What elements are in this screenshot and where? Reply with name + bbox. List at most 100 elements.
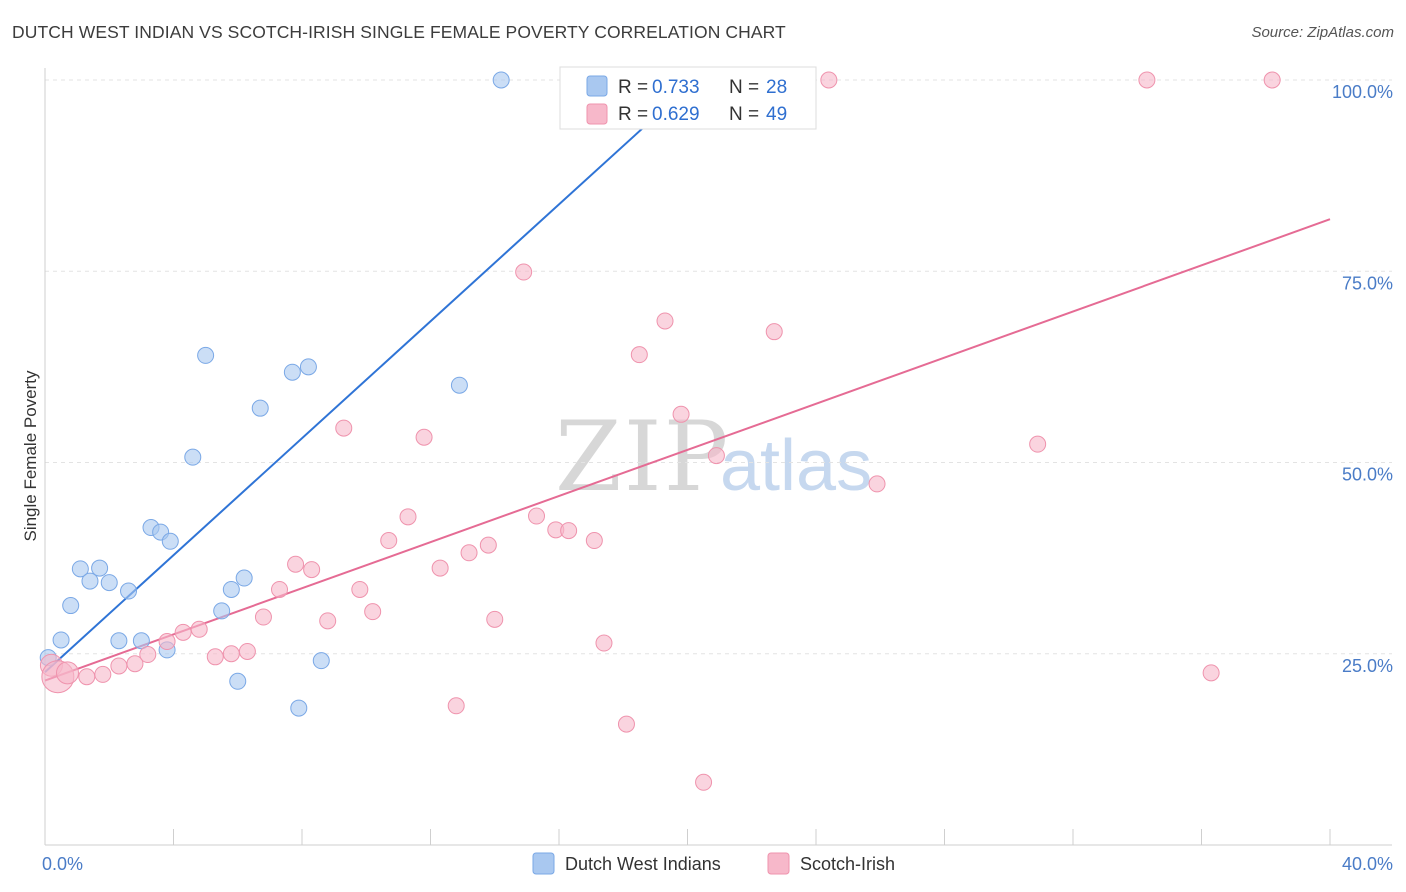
watermark-atlas: atlas <box>720 426 872 506</box>
point-pink-33 <box>560 522 578 540</box>
point-pink-43 <box>820 71 838 89</box>
point-pink-31 <box>528 507 546 525</box>
point-pink-39 <box>672 405 690 423</box>
axes <box>44 68 1392 846</box>
x-tick-label-max: 40.0% <box>1342 854 1393 874</box>
point-pink-45 <box>1029 435 1047 453</box>
point-blue-17 <box>222 580 240 598</box>
point-pink-26 <box>447 697 465 715</box>
point-pink-17 <box>303 561 321 579</box>
point-blue-12 <box>161 532 179 550</box>
point-pink-42 <box>765 323 783 341</box>
point-pink-46 <box>1138 71 1156 89</box>
point-pink-44 <box>868 475 886 493</box>
point-blue-20 <box>251 399 269 417</box>
point-pink-40 <box>695 773 713 791</box>
trend-line-blue <box>44 98 676 673</box>
point-pink-27 <box>460 544 478 562</box>
legend-r-value-blue: 0.733 <box>652 77 700 98</box>
bottom-legend-swatch-pink <box>767 852 790 875</box>
bottom-legend-swatch-blue <box>532 852 555 875</box>
point-pink-10 <box>190 620 208 638</box>
point-pink-2 <box>55 661 79 685</box>
y-tick-label-1: 50.0% <box>1342 465 1393 485</box>
point-blue-7 <box>110 632 128 650</box>
point-blue-4 <box>81 572 99 590</box>
point-pink-24 <box>415 428 433 446</box>
point-pink-20 <box>351 580 369 598</box>
data-points <box>39 71 1281 791</box>
point-blue-6 <box>100 574 118 592</box>
legend-n-label-pink: N = <box>729 104 759 125</box>
point-blue-3 <box>71 560 89 578</box>
point-pink-12 <box>222 645 240 663</box>
point-blue-18 <box>229 672 247 690</box>
point-pink-48 <box>1263 71 1281 89</box>
point-pink-36 <box>617 715 635 733</box>
point-blue-19 <box>235 569 253 587</box>
point-pink-19 <box>335 419 353 437</box>
point-pink-47 <box>1202 664 1220 682</box>
point-pink-21 <box>364 603 382 621</box>
trend-line-pink <box>44 218 1331 682</box>
bottom-legend-label-blue: Dutch West Indians <box>565 854 721 874</box>
legend: R = 0.733 N = 28 R = 0.629 N = 49 <box>559 66 817 130</box>
point-pink-25 <box>431 559 449 577</box>
point-blue-21 <box>283 363 301 381</box>
point-pink-13 <box>238 642 256 660</box>
y-tick-label-3: 100.0% <box>1332 82 1393 102</box>
legend-n-label-blue: N = <box>729 77 759 98</box>
legend-n-value-pink: 49 <box>766 104 787 125</box>
point-pink-29 <box>486 610 504 628</box>
tick-labels: 25.0% 50.0% 75.0% 100.0% 0.0% 40.0% <box>42 82 1393 874</box>
point-pink-4 <box>94 665 112 683</box>
grid <box>45 79 1392 655</box>
point-pink-9 <box>174 623 192 641</box>
y-axis-title: Single Female Poverty <box>21 370 40 542</box>
point-pink-8 <box>158 633 176 651</box>
legend-n-value-blue: 28 <box>766 77 787 98</box>
point-blue-23 <box>299 358 317 376</box>
point-blue-26 <box>492 71 510 89</box>
point-blue-1 <box>52 631 70 649</box>
legend-swatch-blue <box>586 75 608 97</box>
point-pink-7 <box>139 646 157 664</box>
point-pink-18 <box>319 612 337 630</box>
point-pink-30 <box>515 263 533 281</box>
point-blue-15 <box>197 346 215 364</box>
point-pink-15 <box>271 580 289 598</box>
bottom-legend-label-pink: Scotch-Irish <box>800 854 895 874</box>
point-blue-24 <box>312 652 330 670</box>
point-pink-38 <box>656 312 674 330</box>
point-blue-2 <box>62 597 80 615</box>
point-pink-35 <box>595 634 613 652</box>
source-note: Source: ZipAtlas.com <box>1251 24 1394 41</box>
point-pink-3 <box>78 668 96 686</box>
point-blue-25 <box>450 376 468 394</box>
point-blue-16 <box>213 602 231 620</box>
point-blue-14 <box>184 448 202 466</box>
legend-r-label-blue: R = <box>618 77 648 98</box>
chart-title: DUTCH WEST INDIAN VS SCOTCH-IRISH SINGLE… <box>12 22 786 42</box>
point-pink-16 <box>287 555 305 573</box>
point-pink-41 <box>707 447 725 465</box>
y-tick-label-0: 25.0% <box>1342 656 1393 676</box>
point-pink-37 <box>630 346 648 364</box>
point-pink-23 <box>399 508 417 526</box>
point-blue-8 <box>120 582 138 600</box>
bottom-legend: Dutch West Indians Scotch-Irish <box>532 852 895 875</box>
point-pink-11 <box>206 648 224 666</box>
point-pink-28 <box>479 536 497 554</box>
trend-lines <box>44 98 1331 682</box>
point-pink-6 <box>126 655 144 673</box>
point-pink-5 <box>110 657 128 675</box>
point-pink-34 <box>585 532 603 550</box>
watermark-zip: ZIP <box>555 401 730 513</box>
legend-swatch-pink <box>586 103 608 125</box>
y-tick-label-2: 75.0% <box>1342 273 1393 293</box>
legend-r-value-pink: 0.629 <box>652 104 700 125</box>
legend-r-label-pink: R = <box>618 104 648 125</box>
point-pink-14 <box>254 608 272 626</box>
x-tick-label-min: 0.0% <box>42 854 83 874</box>
